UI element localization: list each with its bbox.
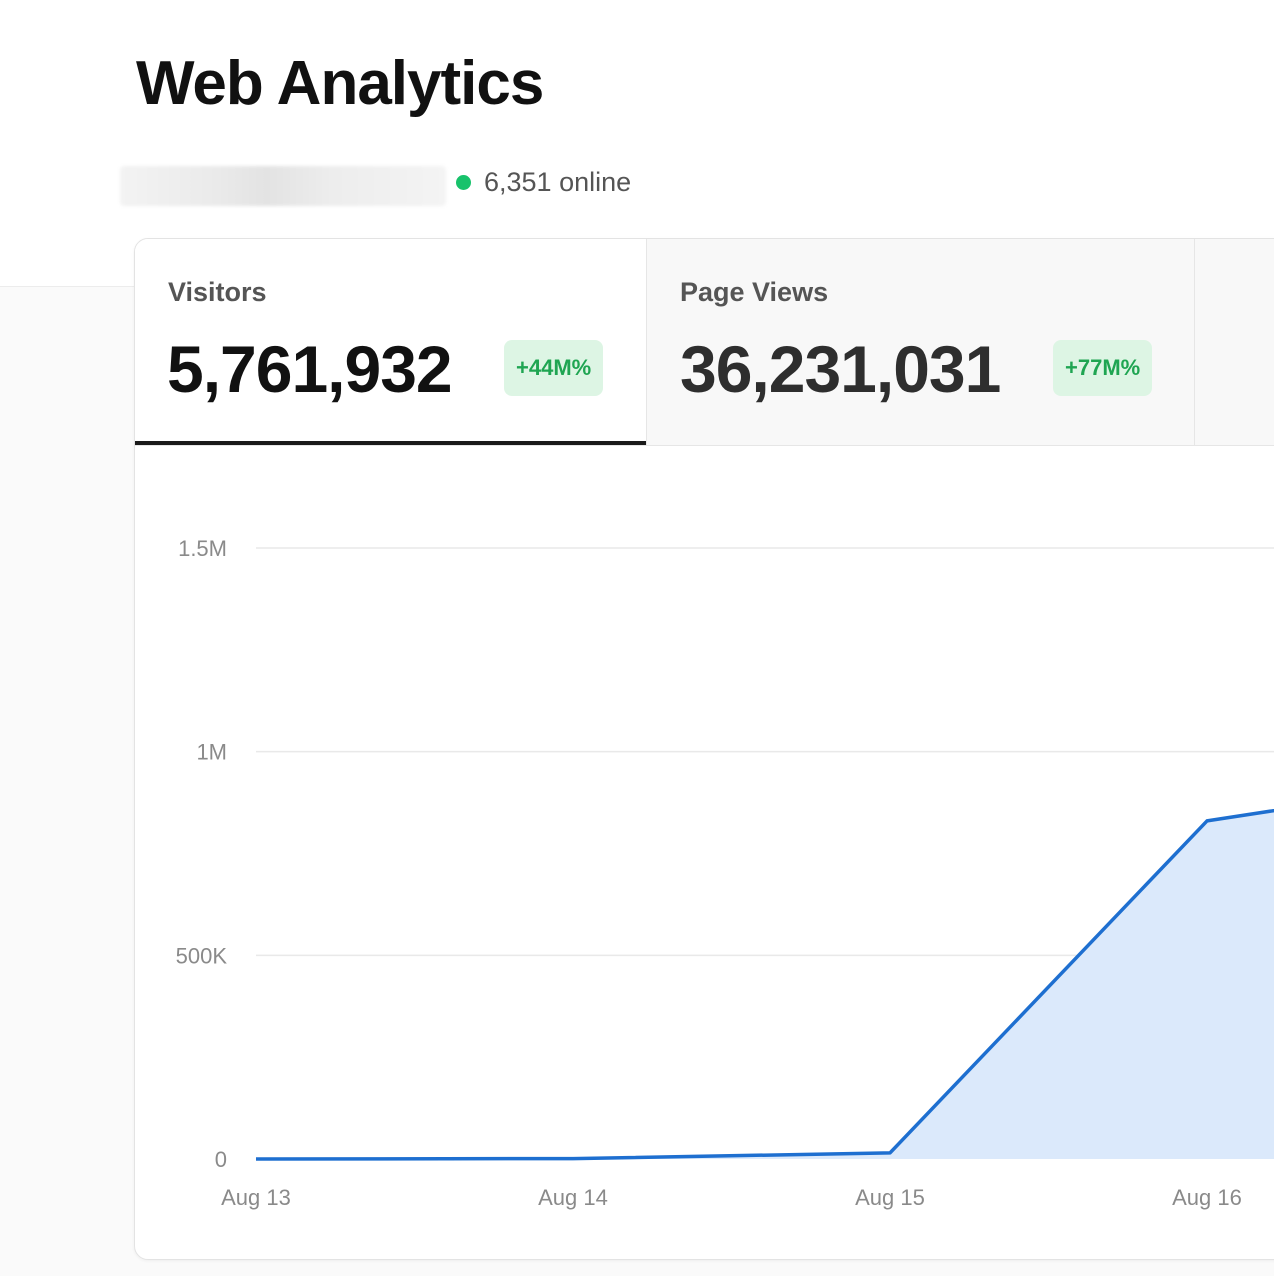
analytics-card: Visitors 5,761,932 +44M% Page Views 36,2… xyxy=(134,238,1274,1260)
metric-tabs: Visitors 5,761,932 +44M% Page Views 36,2… xyxy=(135,239,1274,446)
online-count: 6,351 online xyxy=(484,167,632,197)
tab-page-views-value: 36,231,031 xyxy=(680,332,1001,406)
y-tick-label: 1.5M xyxy=(178,536,227,561)
x-tick-label: Aug 15 xyxy=(855,1185,925,1210)
online-status-dot-icon xyxy=(456,175,471,190)
site-selector-redacted[interactable] xyxy=(120,166,446,206)
y-tick-label: 1M xyxy=(196,740,227,765)
y-tick-label: 500K xyxy=(176,943,228,968)
tab-visitors-change-badge: +44M% xyxy=(504,340,604,396)
tab-page-views-label: Page Views xyxy=(680,277,829,307)
tab-page-views-change-badge: +77M% xyxy=(1053,340,1153,396)
series-area xyxy=(256,810,1274,1159)
x-tick-label: Aug 14 xyxy=(538,1185,608,1210)
tab-visitors-value: 5,761,932 xyxy=(167,332,453,406)
tab-next-metric[interactable] xyxy=(1194,239,1274,445)
x-tick-label: Aug 16 xyxy=(1172,1185,1242,1210)
x-tick-label: Aug 13 xyxy=(221,1185,291,1210)
tab-page-views[interactable]: Page Views 36,231,031 +77M% xyxy=(646,239,1194,445)
visitors-chart: 0 500K 1M 1.5M Aug 13 Aug 14 Aug 15 Aug 16 xyxy=(135,446,1274,1259)
y-tick-label: 0 xyxy=(215,1147,227,1172)
chart-svg: 0 500K 1M 1.5M Aug 13 Aug 14 Aug 15 Aug 16 xyxy=(176,536,1274,1210)
tab-visitors-label: Visitors xyxy=(168,277,267,307)
series-line xyxy=(255,808,1274,1161)
tab-visitors[interactable]: Visitors 5,761,932 +44M% xyxy=(135,239,646,445)
page-title: Web Analytics xyxy=(136,49,544,118)
